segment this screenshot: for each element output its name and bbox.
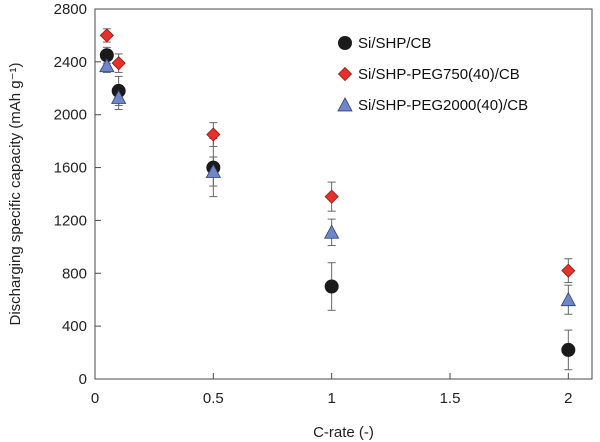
data-point (324, 189, 339, 204)
data-point (99, 28, 114, 43)
legend-marker (338, 36, 352, 50)
y-tick-label: 400 (62, 318, 87, 335)
legend-label: Si/SHP-PEG750(40)/CB (358, 66, 520, 83)
data-point (99, 48, 114, 63)
y-axis-label: Discharging specific capacity (mAh g⁻¹) (7, 62, 24, 325)
axes: 0 0.5 1 1.5 2 0 400 800 1200 1600 2000 2400 2800 (54, 1, 593, 407)
y-tick-label: 1200 (54, 212, 87, 229)
data-point (111, 56, 126, 71)
y-tick-label: 2000 (54, 107, 87, 124)
x-tick-label: 1 (327, 390, 335, 407)
data-point (323, 224, 340, 239)
legend-marker (337, 97, 353, 112)
data-point (205, 163, 222, 178)
plot-frame (94, 8, 593, 380)
data-point (110, 89, 127, 104)
legend-label: Si/SHP-PEG2000(40)/CB (358, 97, 528, 114)
data-point (561, 342, 576, 357)
x-tick-label: 0.5 (203, 390, 224, 407)
legend: Si/SHP/CB Si/SHP-PEG750(40)/CB Si/SHP-PEG2… (337, 35, 528, 114)
data-point (206, 127, 221, 142)
x-tick-label: 1.5 (440, 390, 461, 407)
data-point (560, 291, 577, 307)
legend-marker (337, 66, 353, 82)
y-tick-label: 2400 (54, 54, 87, 71)
y-tick-label: 1600 (54, 160, 87, 177)
x-axis-label: C-rate (-) (313, 424, 374, 441)
data-point (99, 57, 115, 73)
y-tick-label: 2800 (54, 1, 87, 18)
y-tick-label: 0 (79, 371, 87, 388)
data-point (561, 263, 576, 278)
x-tick-label: 0 (91, 390, 99, 407)
y-tick-label: 800 (62, 265, 87, 282)
legend-label: Si/SHP/CB (358, 35, 431, 52)
data-markers (99, 28, 577, 357)
x-tick-label: 2 (564, 390, 572, 407)
data-point (324, 279, 339, 294)
